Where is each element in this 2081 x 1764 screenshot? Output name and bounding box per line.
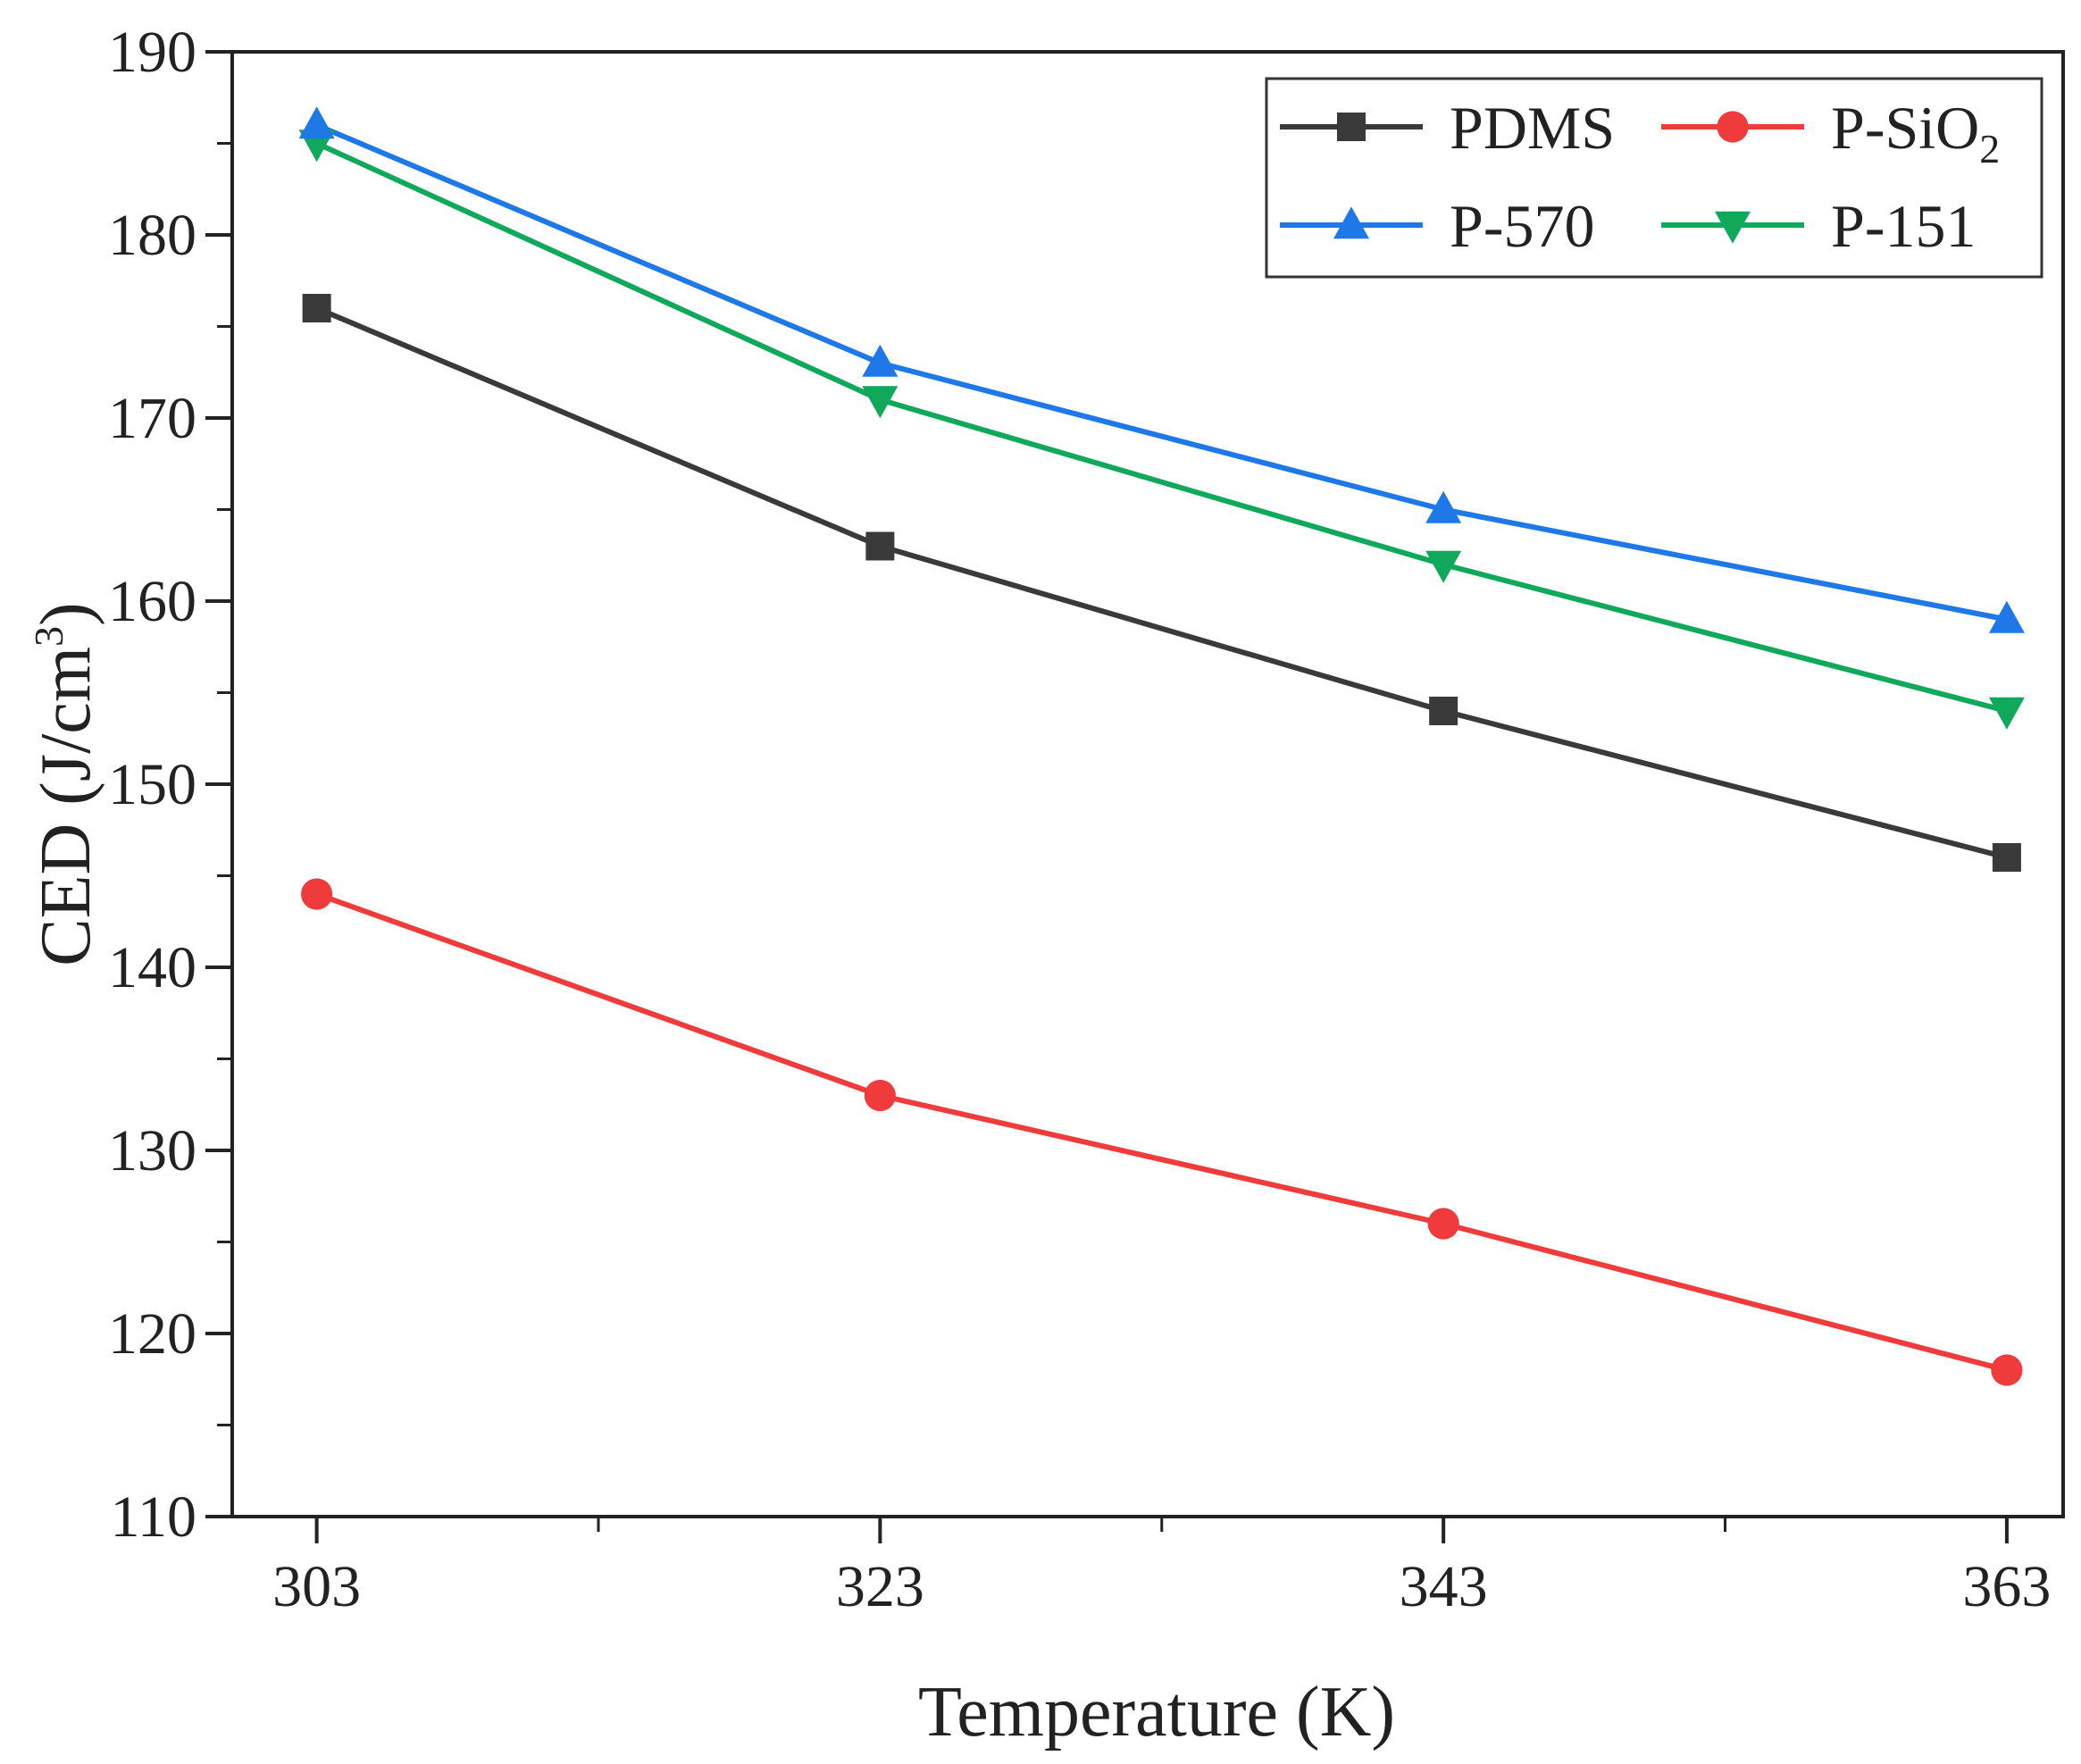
data-point-pdms (865, 531, 895, 561)
y-tick-label: 180 (108, 203, 196, 268)
data-point-p-sio2 (1991, 1354, 2023, 1386)
legend-marker-pdms (1337, 113, 1366, 141)
legend-marker-p-570 (1333, 206, 1369, 239)
data-point-p-570 (1425, 490, 1462, 523)
legend-label-subscript: 2 (1979, 126, 2000, 171)
x-tick-label: 303 (272, 1554, 361, 1619)
y-tick-label: 190 (108, 20, 196, 85)
y-axis-title-close: ) (27, 602, 105, 626)
data-point-p-151 (1425, 550, 1462, 583)
y-axis: 110 120 130 140 150 160 170 180 190 (108, 20, 232, 1550)
y-tick-label: 170 (108, 386, 196, 451)
legend-label-p-570: P-570 (1450, 192, 1594, 260)
x-tick-label: 343 (1400, 1554, 1488, 1619)
series-markers (298, 106, 2025, 1386)
y-axis-title-main: CED (J/cm (27, 647, 105, 966)
legend: PDMS P-SiO2 P-570 P-151 (1265, 77, 2043, 279)
legend-marker-p-151 (1715, 211, 1751, 244)
y-axis-title: CED (J/cm3) (26, 602, 105, 966)
y-tick-label: 120 (108, 1301, 196, 1367)
legend-marker-p-sio2 (1717, 111, 1749, 143)
y-axis-title-superscript: 3 (26, 626, 71, 647)
data-point-p-sio2 (301, 878, 333, 910)
x-axis-title: Temperature (K) (918, 1673, 1395, 1751)
y-tick-label: 160 (108, 569, 196, 634)
series-line-p-570 (315, 122, 2008, 623)
data-point-p-570 (862, 344, 898, 377)
legend-label-main: P-151 (1831, 192, 1976, 260)
data-point-p-570 (298, 106, 335, 139)
legend-label-pdms: PDMS (1450, 94, 1615, 162)
data-point-p-sio2 (1427, 1208, 1459, 1240)
data-point-pdms (1429, 697, 1458, 725)
data-point-pdms (302, 294, 331, 322)
series-lines (315, 122, 2008, 1373)
series-line-pdms (315, 305, 2008, 860)
y-tick-label: 130 (108, 1118, 196, 1183)
legend-label-main: P-570 (1450, 192, 1594, 260)
x-axis: 303 323 343 363 (272, 1517, 2051, 1619)
data-point-p-151 (862, 386, 898, 419)
y-axis-title-group: CED (J/cm3) (26, 602, 105, 966)
legend-label-main: PDMS (1450, 94, 1615, 162)
y-tick-label: 150 (108, 752, 196, 817)
y-tick-label: 140 (108, 935, 196, 1000)
y-tick-label: 110 (110, 1484, 196, 1550)
data-point-p-570 (1988, 600, 2025, 633)
x-tick-label: 363 (1962, 1554, 2051, 1619)
legend-box (1265, 77, 2043, 279)
legend-label-p-151: P-151 (1831, 192, 1976, 260)
series-line-p-151 (315, 140, 2008, 714)
series-line-p-sio2 (315, 891, 2008, 1373)
data-point-p-sio2 (864, 1079, 896, 1112)
data-point-pdms (1992, 843, 2021, 872)
legend-label-p-sio2: P-SiO2 (1831, 94, 2000, 171)
data-point-p-151 (1988, 697, 2025, 730)
legend-label-main: P-SiO (1831, 94, 1979, 162)
x-tick-label: 323 (836, 1554, 924, 1619)
